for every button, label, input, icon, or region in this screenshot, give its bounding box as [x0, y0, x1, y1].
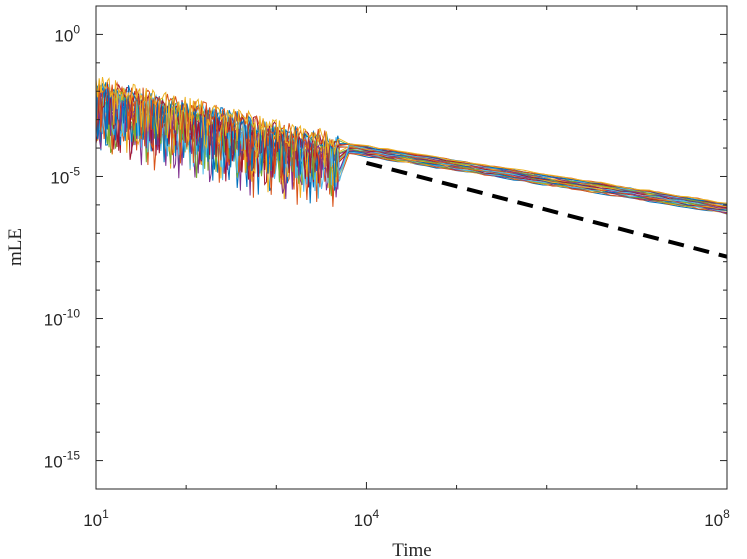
- y-tick-label-base: 10: [54, 26, 73, 45]
- x-tick-label: 101: [83, 507, 109, 530]
- y-tick-label-exponent: -5: [69, 164, 80, 178]
- series-line: [95, 77, 728, 204]
- x-tick-label-base: 10: [83, 511, 102, 530]
- tick-layer: [95, 5, 728, 490]
- series-line: [95, 84, 728, 206]
- x-tick-label-exponent: 1: [102, 507, 109, 521]
- x-axis-title: Time: [392, 540, 431, 559]
- plot-frame: [95, 5, 728, 490]
- y-tick-label: 10-15: [44, 449, 81, 472]
- y-tick-label: 100: [54, 22, 80, 45]
- y-tick-label-base: 10: [44, 311, 63, 330]
- plot-background: [96, 6, 727, 489]
- x-tick-label-base: 10: [704, 511, 723, 530]
- x-tick-label-exponent: 4: [373, 507, 380, 521]
- y-tick-label-exponent: -15: [63, 449, 81, 463]
- y-tick-label-base: 10: [44, 453, 63, 472]
- y-tick-label: 10-10: [44, 307, 81, 330]
- reference-line: [365, 160, 728, 259]
- x-tick-label-base: 10: [354, 511, 373, 530]
- x-tick-label: 104: [354, 507, 380, 530]
- reference-line-layer: [365, 160, 728, 259]
- y-tick-label-exponent: -10: [63, 307, 81, 321]
- y-tick-label: 10-5: [50, 164, 80, 187]
- x-tick-label-exponent: 8: [723, 507, 730, 521]
- y-axis-title: mLE: [5, 228, 26, 266]
- y-tick-label-exponent: 0: [73, 22, 80, 36]
- y-tick-label-base: 10: [50, 168, 69, 187]
- x-tick-label: 108: [704, 507, 730, 530]
- series-line: [95, 80, 728, 204]
- series-layer: [95, 77, 728, 215]
